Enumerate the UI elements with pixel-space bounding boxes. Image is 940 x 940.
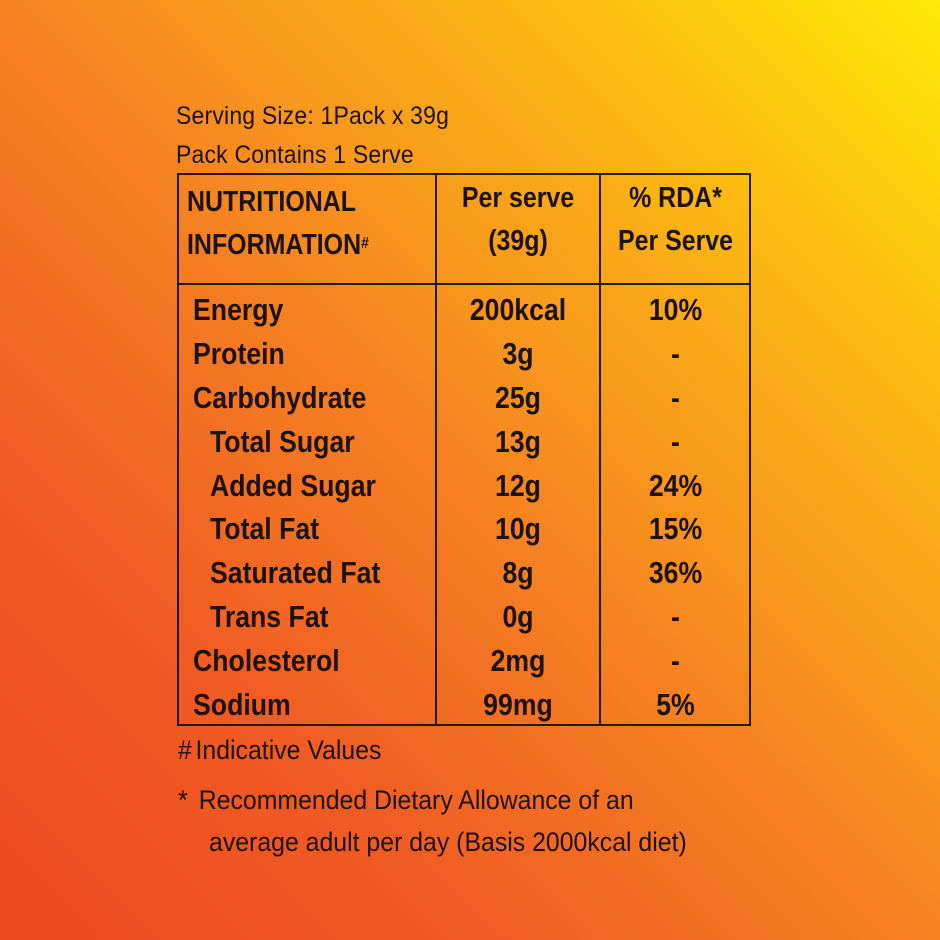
nutrient-name: Cholesterol [193,643,340,679]
header-per-serve: Per serve (39g) [447,177,588,263]
nutrient-rda: - [671,423,680,459]
nutrient-value: 13g [495,423,541,459]
nutrient-name: Protein [193,335,285,371]
indicative-values-note: # Indicative Values [178,735,381,766]
table-row: Cholesterol 2mg - [179,639,749,683]
nutrition-table: NUTRITIONAL INFORMATION# Per serve (39g)… [177,173,751,726]
table-row: Trans Fat 0g - [179,595,749,639]
nutrient-rda: 5% [656,687,695,723]
indicative-values-text: Indicative Values [195,735,382,765]
serving-size: Serving Size: 1Pack x 39g [176,102,450,130]
nutrient-value: 25g [495,379,541,415]
nutrient-rda: - [671,335,680,371]
nutrient-rda: 36% [648,555,703,591]
nutrient-rda: 15% [648,511,703,547]
nutrient-rda: - [671,643,680,679]
header-per-serve-line1: Per serve [461,182,575,214]
header-divider [179,283,749,285]
rda-note-line1: * Recommended Dietary Allowance of an [178,785,634,816]
nutrient-name: Carbohydrate [193,379,367,415]
nutrient-rda: 24% [648,467,703,503]
header-rda: % RDA* Per Serve [611,177,741,263]
nutrient-value: 2mg [490,643,546,679]
header-nutritional-line2: INFORMATION# [187,224,369,267]
column-divider [435,175,437,724]
table-row: Saturated Fat 8g 36% [179,551,749,595]
nutrient-rda: - [671,599,680,635]
asterisk-mark: * [178,785,188,815]
nutrient-name: Energy [193,292,284,327]
nutrient-value: 3g [502,335,534,371]
header-nutritional-information: NUTRITIONAL INFORMATION# [187,181,369,267]
header-rda-line1: % RDA* [629,182,722,214]
hash-mark: # [178,735,192,765]
nutrient-rda: - [671,379,680,415]
nutrient-name: Sodium [193,687,291,723]
nutrient-name: Trans Fat [210,599,329,635]
nutrient-rda: 10% [648,292,703,327]
nutrient-value: 200kcal [469,292,567,327]
column-divider [599,175,601,724]
table-row: Carbohydrate 25g - [179,376,749,420]
nutrient-name: Saturated Fat [210,555,381,591]
header-per-serve-line2: (39g) [488,225,548,257]
header-rda-line2: Per Serve [617,225,734,257]
nutrient-value: 0g [502,599,534,635]
header-information-text: INFORMATION [187,229,362,261]
table-row: Protein 3g - [179,332,749,376]
rda-note-line2: average adult per day (Basis 2000kcal di… [209,827,687,857]
nutrient-name: Total Fat [210,511,320,547]
table-row: Total Sugar 13g - [179,420,749,464]
table-row: Added Sugar 12g 24% [179,464,749,508]
rda-note-text-line1: Recommended Dietary Allowance of an [198,785,634,815]
table-row: Total Fat 10g 15% [179,507,749,551]
nutrient-value: 99mg [483,687,553,723]
nutrient-name: Total Sugar [210,423,355,459]
pack-contains: Pack Contains 1 Serve [176,141,414,169]
nutrient-value: 12g [495,467,541,503]
nutrition-rows: Energy 200kcal 10% Protein 3g - Carbohyd… [179,288,749,727]
table-row: Sodium 99mg 5% [179,683,749,727]
header-nutritional-line1: NUTRITIONAL [187,186,357,218]
header-hash-mark: # [361,235,369,252]
table-row: Energy 200kcal 10% [179,288,749,332]
nutrient-value: 10g [495,511,541,547]
nutrient-value: 8g [502,555,534,591]
nutrient-name: Added Sugar [210,467,376,503]
